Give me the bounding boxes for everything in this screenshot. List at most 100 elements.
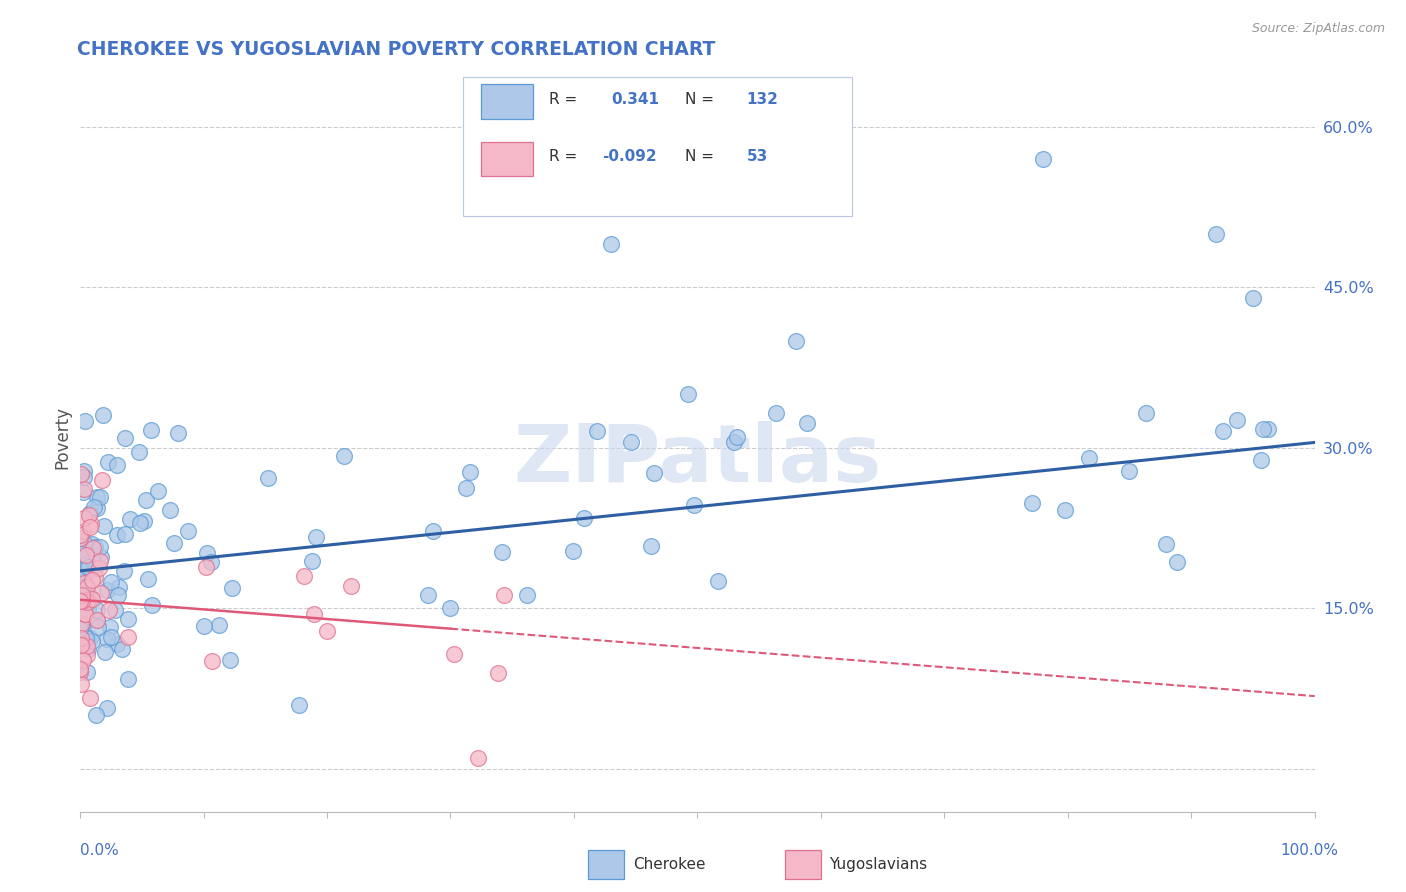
Point (1154, 537, 1177, 551)
Text: 53: 53 (747, 149, 768, 164)
Point (76, 641, 98, 656)
Point (163, 536, 186, 550)
Point (90, 586, 112, 600)
Point (82, 634, 104, 648)
Point (159, 503, 181, 517)
Point (84, 562, 107, 576)
Point (208, 617, 231, 632)
Point (76, 639, 98, 653)
Text: 0.341: 0.341 (612, 92, 659, 107)
Point (70, 638, 93, 652)
Point (82, 552, 104, 566)
Point (572, 511, 595, 525)
Point (73, 558, 96, 573)
Point (86, 613, 108, 627)
Point (305, 530, 328, 544)
Point (98, 603, 121, 617)
Point (562, 544, 585, 558)
Point (89, 554, 111, 568)
FancyBboxPatch shape (481, 142, 533, 177)
Point (70, 580, 93, 594)
Point (219, 652, 242, 666)
Point (75, 577, 97, 591)
Point (96, 632, 118, 647)
Point (82, 591, 104, 606)
Point (80, 537, 103, 551)
Point (77, 560, 100, 574)
Point (86, 620, 108, 634)
Point (72, 637, 94, 651)
Point (146, 483, 169, 498)
Point (117, 672, 139, 686)
Point (97, 455, 120, 469)
Point (104, 603, 127, 617)
Point (796, 416, 818, 430)
Point (73, 607, 96, 621)
Point (193, 618, 215, 632)
Text: R =: R = (550, 92, 578, 107)
Point (1078, 451, 1101, 466)
Point (1135, 406, 1157, 420)
Point (73, 482, 96, 496)
Point (76, 633, 98, 648)
Point (84, 708, 107, 723)
Point (1250, 453, 1272, 467)
Point (114, 527, 136, 541)
Point (73, 607, 96, 621)
Point (72, 612, 94, 626)
Point (82, 573, 104, 587)
Point (221, 582, 243, 596)
Point (76, 665, 98, 680)
Point (94, 645, 117, 659)
Point (69, 528, 91, 542)
Point (69, 593, 91, 607)
Point (84, 569, 107, 583)
Point (80, 517, 103, 532)
Point (443, 648, 465, 662)
Point (620, 435, 643, 450)
Point (84, 540, 107, 554)
Point (301, 554, 323, 568)
Point (90, 549, 112, 564)
Text: -0.092: -0.092 (602, 149, 657, 164)
Text: 132: 132 (747, 92, 779, 107)
Point (112, 564, 135, 578)
Point (72, 536, 94, 550)
Point (82, 541, 104, 555)
Point (69, 566, 91, 581)
Point (83, 500, 105, 515)
Point (91, 473, 114, 487)
Point (100, 574, 122, 589)
Point (69, 547, 91, 561)
Point (725, 430, 748, 444)
Text: CHEROKEE VS YUGOSLAVIAN POVERTY CORRELATION CHART: CHEROKEE VS YUGOSLAVIAN POVERTY CORRELAT… (77, 40, 716, 59)
Point (91, 408, 114, 422)
Point (79, 520, 101, 534)
Point (100, 630, 122, 644)
Point (70, 631, 93, 645)
Point (201, 654, 224, 668)
Point (69, 588, 91, 602)
Point (1053, 502, 1076, 516)
Point (72, 652, 94, 666)
Point (723, 435, 745, 450)
Point (110, 642, 132, 657)
Point (89, 490, 111, 504)
Point (1212, 424, 1234, 438)
Point (117, 630, 139, 644)
FancyBboxPatch shape (588, 850, 624, 879)
Point (129, 516, 152, 530)
Point (69, 663, 91, 677)
Point (515, 588, 537, 602)
Text: N =: N = (685, 149, 714, 164)
Point (316, 624, 339, 638)
Point (195, 559, 218, 574)
Point (86, 501, 108, 516)
Point (416, 589, 439, 603)
Point (200, 555, 222, 569)
Text: R =: R = (550, 149, 578, 164)
Text: N =: N = (685, 92, 714, 107)
Point (1257, 422, 1279, 436)
Point (340, 579, 363, 593)
Point (492, 587, 515, 601)
